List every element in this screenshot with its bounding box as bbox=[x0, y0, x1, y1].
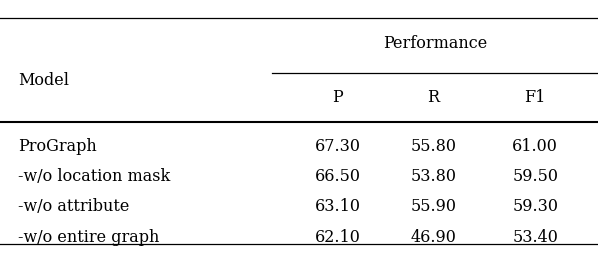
Text: -w/o location mask: -w/o location mask bbox=[18, 168, 170, 185]
Text: 59.50: 59.50 bbox=[512, 168, 558, 185]
Text: 55.90: 55.90 bbox=[411, 199, 456, 215]
Text: R: R bbox=[428, 89, 440, 106]
Text: F1: F1 bbox=[524, 89, 546, 106]
Text: 61.00: 61.00 bbox=[512, 138, 558, 155]
Text: P: P bbox=[332, 89, 343, 106]
Text: 62.10: 62.10 bbox=[315, 229, 361, 245]
Text: 55.80: 55.80 bbox=[411, 138, 456, 155]
Text: 46.90: 46.90 bbox=[411, 229, 456, 245]
Text: Model: Model bbox=[18, 72, 69, 89]
Text: 67.30: 67.30 bbox=[315, 138, 361, 155]
Text: 53.80: 53.80 bbox=[411, 168, 456, 185]
Text: 59.30: 59.30 bbox=[512, 199, 558, 215]
Text: 66.50: 66.50 bbox=[315, 168, 361, 185]
Text: -w/o attribute: -w/o attribute bbox=[18, 199, 129, 215]
Text: 63.10: 63.10 bbox=[315, 199, 361, 215]
Text: -w/o entire graph: -w/o entire graph bbox=[18, 229, 159, 245]
Text: 53.40: 53.40 bbox=[512, 229, 558, 245]
Text: ProGraph: ProGraph bbox=[18, 138, 97, 155]
Text: Performance: Performance bbox=[383, 35, 487, 52]
